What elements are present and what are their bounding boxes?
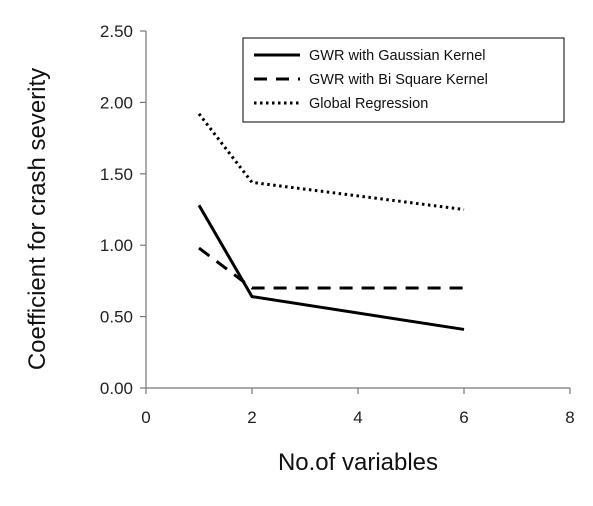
y-tick-label: 0.50 xyxy=(100,308,133,327)
x-tick-label: 6 xyxy=(459,408,468,427)
x-axis-label: No.of variables xyxy=(278,449,438,476)
x-tick-label: 2 xyxy=(247,408,256,427)
x-tick-label: 8 xyxy=(565,408,574,427)
y-tick-label: 1.50 xyxy=(100,165,133,184)
x-tick-label: 4 xyxy=(353,408,362,427)
y-tick-label: 1.00 xyxy=(100,236,133,255)
legend-label-1: GWR with Gaussian Kernel xyxy=(309,48,485,64)
series-line-2 xyxy=(198,246,464,290)
y-tick-label: 2.00 xyxy=(100,93,133,112)
y-axis-label: Coefficient for crash severity xyxy=(24,68,51,370)
x-axis-ticks: 0 2 4 6 8 xyxy=(141,388,575,427)
plot-area: 0 2 4 6 8 0.00 0.50 1.00 1.50 2.00 2.50 xyxy=(100,22,575,427)
series-line-3 xyxy=(197,112,465,211)
x-tick-label: 0 xyxy=(141,408,150,427)
legend-box xyxy=(242,37,565,123)
y-tick-label: 2.50 xyxy=(100,22,133,41)
legend: GWR with Gaussian Kernel GWR with Bi Squa… xyxy=(242,37,565,123)
y-axis-ticks: 0.00 0.50 1.00 1.50 2.00 2.50 xyxy=(100,22,146,398)
legend-label-3: Global Regression xyxy=(309,96,428,112)
series-line-1 xyxy=(197,204,465,331)
legend-label-2: GWR with Bi Square Kernel xyxy=(309,72,488,88)
y-tick-label: 0.00 xyxy=(100,379,133,398)
legend-items: GWR with Gaussian Kernel GWR with Bi Squa… xyxy=(254,48,488,112)
series-lines xyxy=(197,112,465,331)
